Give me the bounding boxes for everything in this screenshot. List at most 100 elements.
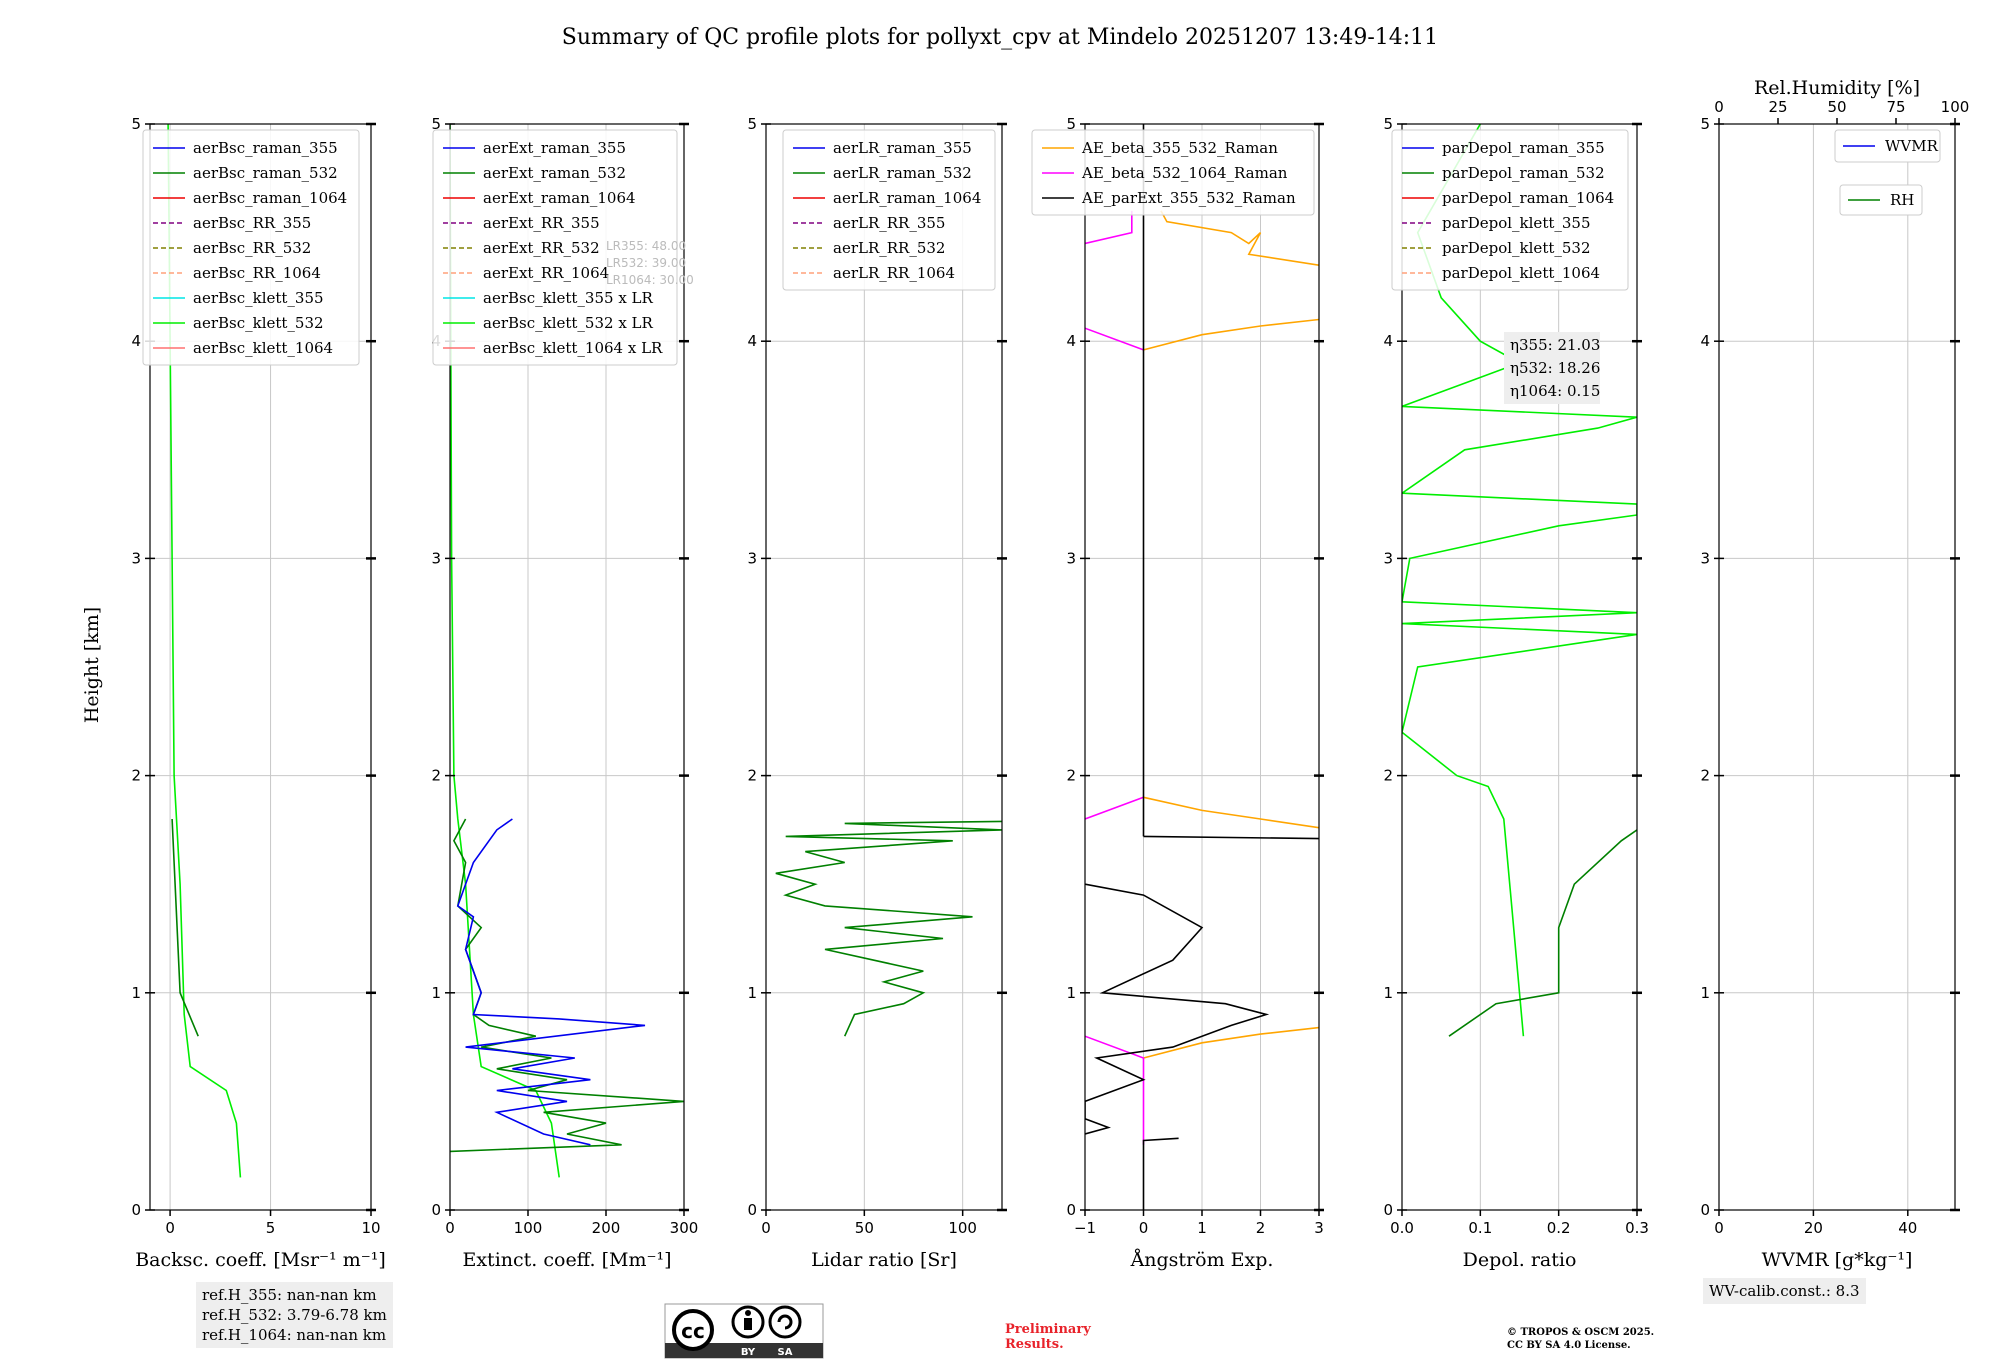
series-parDepol_raman_532 xyxy=(1448,829,1637,1037)
axes-frame xyxy=(1718,123,1956,1211)
y-tick-label: 0 xyxy=(1066,1201,1076,1219)
legend-entry: aerLR_RR_355 xyxy=(833,214,945,232)
y-tick-label: 1 xyxy=(1066,984,1076,1002)
y-tick-label: 4 xyxy=(1066,332,1076,350)
series-aerExt_raman_355 xyxy=(456,818,646,1146)
x-tick-label: 2 xyxy=(1256,1219,1266,1237)
y-tick-label: 0 xyxy=(431,1201,441,1219)
series-AE_parExt_355_532_Raman_d xyxy=(1143,835,1319,840)
x-tick-label: −1 xyxy=(1074,1219,1096,1237)
y-tick-label: 0 xyxy=(1700,1201,1710,1219)
preliminary-line1: Preliminary xyxy=(1005,1322,1091,1337)
legend-entry: parDepol_raman_532 xyxy=(1442,164,1605,182)
series-aerExt_raman_532 xyxy=(450,818,684,1153)
y-tick-label: 5 xyxy=(1066,115,1076,133)
x-axis-label: WVMR [g*kg⁻¹] xyxy=(1762,1249,1913,1271)
eta-label: η355: 21.03 xyxy=(1510,336,1600,354)
x-tick-label: 40 xyxy=(1898,1219,1917,1237)
legend-entry: aerExt_raman_1064 xyxy=(483,189,636,207)
y-axis-label: Height [km] xyxy=(81,607,103,723)
top-tick-label: 75 xyxy=(1886,98,1905,116)
y-tick-label: 3 xyxy=(131,549,141,567)
legend-entry: aerExt_raman_532 xyxy=(483,164,626,182)
legend-entry: RH xyxy=(1890,191,1914,209)
series-AE_beta_532_1064_Raman xyxy=(1085,1035,1145,1145)
y-tick-label: 2 xyxy=(1383,767,1393,785)
sa-label: SA xyxy=(778,1347,793,1358)
y-tick-label: 1 xyxy=(747,984,757,1002)
lr-label: LR1064: 30.00 xyxy=(606,273,694,287)
x-axis-label: Depol. ratio xyxy=(1463,1249,1577,1271)
legend-entry: AE_beta_355_532_Raman xyxy=(1081,139,1278,157)
top-tick-label: 100 xyxy=(1941,98,1970,116)
panel-ext: 0123450100200300Extinct. coeff. [Mm⁻¹]ae… xyxy=(431,115,698,1271)
legend-entry: parDepol_klett_1064 xyxy=(1442,264,1600,282)
y-tick-label: 2 xyxy=(431,767,441,785)
y-tick-label: 0 xyxy=(747,1201,757,1219)
legend-entry: aerExt_raman_355 xyxy=(483,139,626,157)
ref-height-355: ref.H_355: nan-nan km xyxy=(202,1286,377,1304)
wv-calib-box: WV-calib.const.: 8.3 xyxy=(1703,1278,1866,1304)
legend: WVMR RH xyxy=(1834,129,1941,216)
x-tick-label: 5 xyxy=(266,1219,276,1237)
series-aerBsc_raman_532 xyxy=(171,818,199,1037)
x-axis-label: Ångström Exp. xyxy=(1130,1249,1274,1271)
series-AE_beta_355_532_Raman_c xyxy=(1143,318,1319,351)
svg-text:cc: cc xyxy=(681,1319,705,1343)
panel-dep: 0 1 2 3 4 5 0.0 0.1 0.2 0.3 Depol. ratio parDepol_r… xyxy=(1383,115,1648,1271)
legend-entry: parDepol_raman_1064 xyxy=(1442,189,1614,207)
series-AE_parExt_355_532_Raman xyxy=(1142,1137,1179,1210)
x-tick-label: 200 xyxy=(592,1219,621,1237)
series-AE_beta_532_1064_Raman_b xyxy=(1085,796,1144,820)
x-tick-label: 10 xyxy=(361,1219,380,1237)
y-tick-label: 1 xyxy=(1700,984,1710,1002)
x-tick-label: 0 xyxy=(1714,1219,1724,1237)
y-tick-label: 5 xyxy=(131,115,141,133)
legend-entry: WVMR xyxy=(1885,137,1939,155)
legend: aerExt_raman_355 aerExt_raman_532 aerExt_r… xyxy=(432,129,678,366)
x-tick-label: 0 xyxy=(165,1219,175,1237)
series-AE_beta_355_532_Raman xyxy=(1143,1026,1319,1059)
top-tick-label: 25 xyxy=(1768,98,1787,116)
y-tick-label: 5 xyxy=(1700,115,1710,133)
y-tick-label: 2 xyxy=(131,767,141,785)
x-tick-label: 50 xyxy=(855,1219,874,1237)
legend-entry: aerBsc_klett_355 xyxy=(193,289,324,307)
legend-entry: aerLR_raman_532 xyxy=(833,164,972,182)
legend-entry: aerBsc_RR_355 xyxy=(193,214,311,232)
y-tick-label: 4 xyxy=(747,332,757,350)
y-tick-label: 2 xyxy=(1066,767,1076,785)
series-parDepol_klett_532 xyxy=(1402,124,1637,1037)
y-tick-label: 4 xyxy=(1383,332,1393,350)
y-tick-label: 2 xyxy=(1700,767,1710,785)
x-tick-label: 3 xyxy=(1314,1219,1324,1237)
legend-entry: aerBsc_klett_1064 xyxy=(193,339,333,357)
x-tick-label: 100 xyxy=(514,1219,543,1237)
y-tick-label: 3 xyxy=(1383,549,1393,567)
top-tick-label: 50 xyxy=(1827,98,1846,116)
x-tick-label: 100 xyxy=(948,1219,977,1237)
legend-entry: aerLR_raman_355 xyxy=(833,139,972,157)
legend-entry: aerBsc_klett_1064 x LR xyxy=(483,339,663,357)
copyright-note: © TROPOS & OSCM 2025. CC BY SA 4.0 Licen… xyxy=(1507,1326,1654,1352)
legend: parDepol_raman_355 parDepol_raman_532 parD… xyxy=(1391,129,1629,291)
x-tick-label: 0.1 xyxy=(1468,1219,1492,1237)
preliminary-note: Preliminary Results. xyxy=(1005,1322,1091,1352)
y-tick-label: 1 xyxy=(431,984,441,1002)
lr-label: LR355: 48.00 xyxy=(606,239,686,253)
top-axis-label: Rel.Humidity [%] xyxy=(1754,77,1920,99)
y-tick-label: 3 xyxy=(1700,549,1710,567)
top-tick-label: 0 xyxy=(1714,98,1724,116)
legend-entry: aerLR_RR_1064 xyxy=(833,264,955,282)
copyright-line1: © TROPOS & OSCM 2025. xyxy=(1507,1327,1655,1338)
series-aerBsc_klett_532 xyxy=(167,124,242,1178)
x-axis-label: Backsc. coeff. [Msr⁻¹ m⁻¹] xyxy=(135,1249,386,1271)
axes-frame xyxy=(149,123,372,1211)
axes-frame xyxy=(1401,123,1638,1211)
ref-height-532: ref.H_532: 3.79-6.78 km xyxy=(202,1306,387,1324)
x-tick-label: 0.2 xyxy=(1547,1219,1571,1237)
x-axis-label: Extinct. coeff. [Mm⁻¹] xyxy=(462,1249,671,1271)
